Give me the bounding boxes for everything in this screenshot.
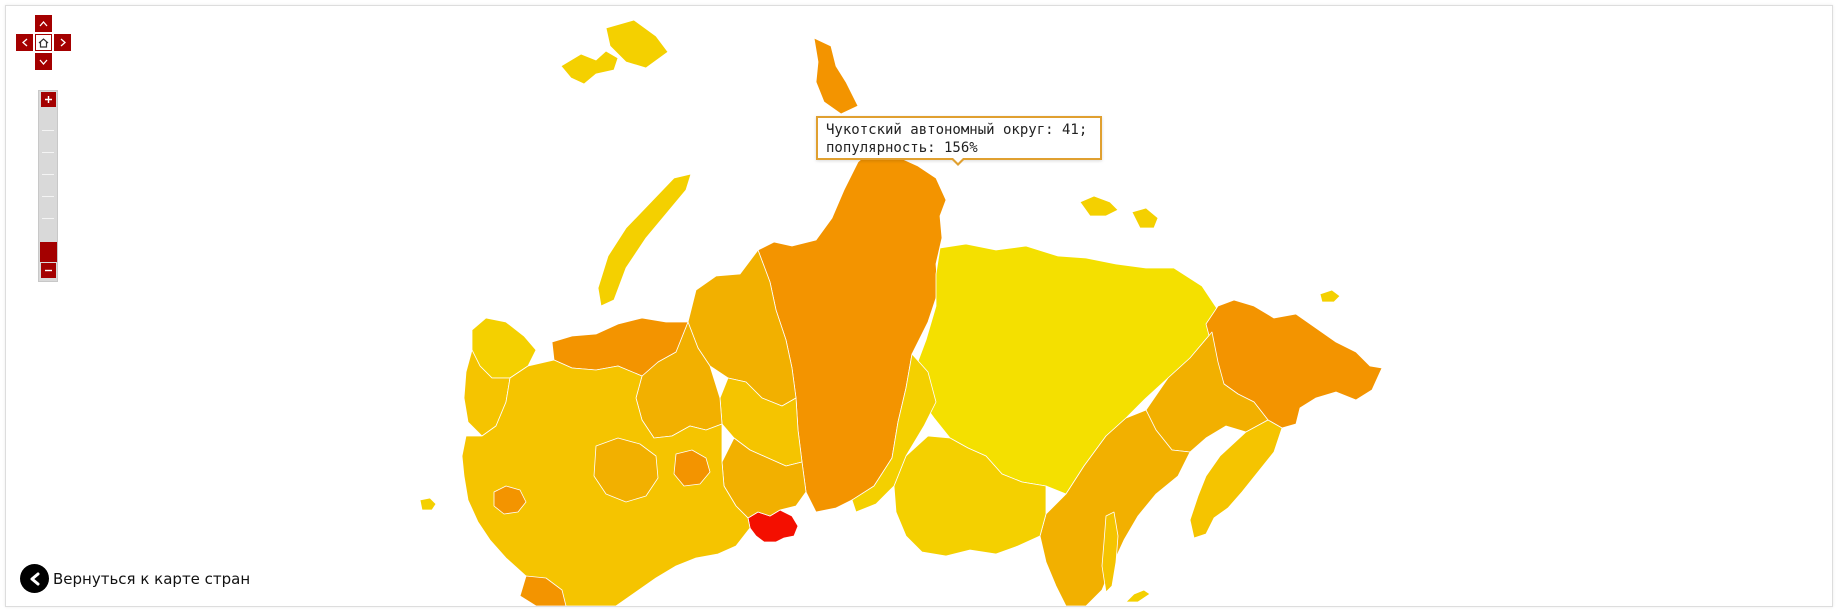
chevron-down-icon xyxy=(39,59,48,65)
region-volga[interactable] xyxy=(593,437,659,503)
zoom-out-button[interactable] xyxy=(41,263,56,278)
russia-regions-map[interactable] xyxy=(6,6,1832,606)
region-sakhalin[interactable] xyxy=(1101,511,1119,593)
pan-left-button[interactable] xyxy=(16,34,33,51)
home-icon xyxy=(38,37,49,48)
chevron-right-icon xyxy=(60,38,66,47)
minus-icon xyxy=(45,269,52,272)
region-kuril-islands[interactable] xyxy=(1125,589,1151,603)
region-kaliningrad[interactable] xyxy=(419,497,437,511)
region-krasnodar[interactable] xyxy=(519,575,567,606)
zoom-tick xyxy=(42,218,54,219)
pan-down-button[interactable] xyxy=(35,53,52,70)
chevron-left-icon xyxy=(21,38,27,47)
pan-up-button[interactable] xyxy=(35,15,52,32)
region-irkutsk[interactable] xyxy=(851,353,937,513)
back-link-label: Вернуться к карте стран xyxy=(53,569,251,588)
zoom-tick xyxy=(42,174,54,175)
region-franz-josef-land[interactable] xyxy=(560,50,619,85)
zoom-tick xyxy=(42,196,54,197)
region-new-siberian-islands[interactable] xyxy=(1131,207,1159,229)
tooltip-region-line: Чукотский автономный округ: 41; xyxy=(826,122,1088,138)
region-wrangel-island[interactable] xyxy=(1079,195,1119,217)
map-container[interactable] xyxy=(5,5,1833,607)
zoom-tick xyxy=(42,152,54,153)
home-button[interactable] xyxy=(35,34,52,51)
plus-icon xyxy=(45,96,52,103)
region-zabaikalsky[interactable] xyxy=(893,435,1047,557)
region-novaya-zemlya[interactable] xyxy=(597,173,692,307)
region-franz-josef-land-east[interactable] xyxy=(605,19,669,69)
region-tooltip: Чукотский автономный округ: 41; популярн… xyxy=(816,116,1102,160)
tooltip-popularity-line: популярность: 156% xyxy=(826,140,978,156)
back-to-countries-link[interactable]: Вернуться к карте стран xyxy=(20,564,250,593)
region-altai[interactable] xyxy=(747,509,799,543)
tooltip-pointer-fill xyxy=(952,157,964,163)
chevron-up-icon xyxy=(39,20,48,26)
region-khabarovsk[interactable] xyxy=(1039,409,1191,606)
zoom-tick xyxy=(42,130,54,131)
pan-right-button[interactable] xyxy=(54,34,71,51)
region-tatarstan[interactable] xyxy=(673,449,711,487)
region-kamchatka[interactable] xyxy=(1189,419,1283,539)
back-icon-circle xyxy=(20,564,49,593)
zoom-slider-handle[interactable] xyxy=(40,242,57,262)
zoom-slider-track[interactable] xyxy=(38,90,58,282)
region-commander-islands[interactable] xyxy=(1319,289,1341,303)
zoom-in-button[interactable] xyxy=(41,92,56,107)
region-moscow-area[interactable] xyxy=(493,485,527,515)
region-severnaya-zemlya[interactable] xyxy=(813,37,859,115)
chevron-left-icon xyxy=(30,572,39,585)
